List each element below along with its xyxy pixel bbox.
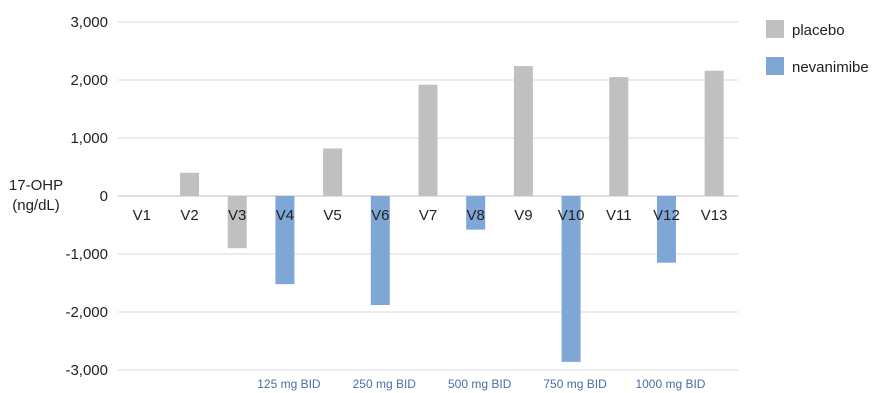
legend-label-nevanimibe: nevanimibe: [792, 59, 869, 76]
x-category-label: V13: [701, 207, 728, 224]
x-category-label: V11: [606, 207, 632, 224]
x-category-label: V12: [653, 207, 680, 224]
y-tick-label: 0: [100, 188, 108, 205]
x-category-label: V5: [323, 207, 341, 224]
x-category-label: V9: [514, 207, 532, 224]
bar-nevanimibe-V6: [370, 196, 390, 306]
x-category-label: V8: [467, 207, 485, 224]
dose-annotation: 125 mg BID: [257, 377, 321, 391]
dose-annotation: 250 mg BID: [353, 377, 417, 391]
bar-placebo-V13: [704, 70, 724, 196]
y-tick-labels: 3,000 2,000 1,000 0 -1,000 -2,000 -3,000: [65, 14, 108, 379]
bars: [180, 66, 724, 362]
y-tick-label: -1,000: [65, 246, 108, 263]
legend-swatch-placebo: [766, 20, 784, 38]
y-tick-label: -2,000: [65, 304, 108, 321]
bar-placebo-V11: [609, 77, 629, 196]
x-category-label: V7: [419, 207, 437, 224]
y-tick-label: 2,000: [70, 72, 108, 89]
dose-annotations: 125 mg BID 250 mg BID 500 mg BID 750 mg BID…: [257, 377, 706, 391]
y-tick-label: -3,000: [65, 362, 108, 379]
dose-annotation: 750 mg BID: [543, 377, 607, 391]
y-axis-label-line2: (ng/dL): [12, 197, 60, 214]
bar-nevanimibe-V4: [275, 196, 295, 285]
legend-swatch-nevanimibe: [766, 57, 784, 75]
dose-annotation: 500 mg BID: [448, 377, 512, 391]
x-category-label: V6: [371, 207, 389, 224]
x-category-label: V10: [558, 207, 585, 224]
legend-label-placebo: placebo: [792, 22, 845, 39]
x-category-label: V2: [180, 207, 198, 224]
y-tick-label: 3,000: [70, 14, 108, 31]
bar-nevanimibe-V8: [466, 196, 486, 230]
y-tick-label: 1,000: [70, 130, 108, 147]
legend: placebo nevanimibe: [766, 20, 869, 76]
bar-placebo-V7: [418, 84, 438, 196]
x-category-label: V1: [133, 207, 151, 224]
x-category-label: V4: [276, 207, 294, 224]
bar-placebo-V3: [227, 196, 247, 249]
x-category-label: V3: [228, 207, 246, 224]
bar-nevanimibe-V12: [656, 196, 676, 263]
bar-placebo-V9: [513, 66, 533, 196]
bar-nevanimibe-V10: [561, 196, 581, 362]
y-axis-label: 17-OHP (ng/dL): [9, 177, 63, 214]
dose-annotation: 1000 mg BID: [635, 377, 705, 391]
y-axis-label-line1: 17-OHP: [9, 177, 63, 194]
bar-placebo-V2: [180, 172, 200, 196]
x-category-labels: V1 V2 V3 V4 V5 V6 V7 V8 V9 V10 V11 V12 V13: [133, 207, 728, 224]
bar-placebo-V5: [323, 148, 343, 196]
